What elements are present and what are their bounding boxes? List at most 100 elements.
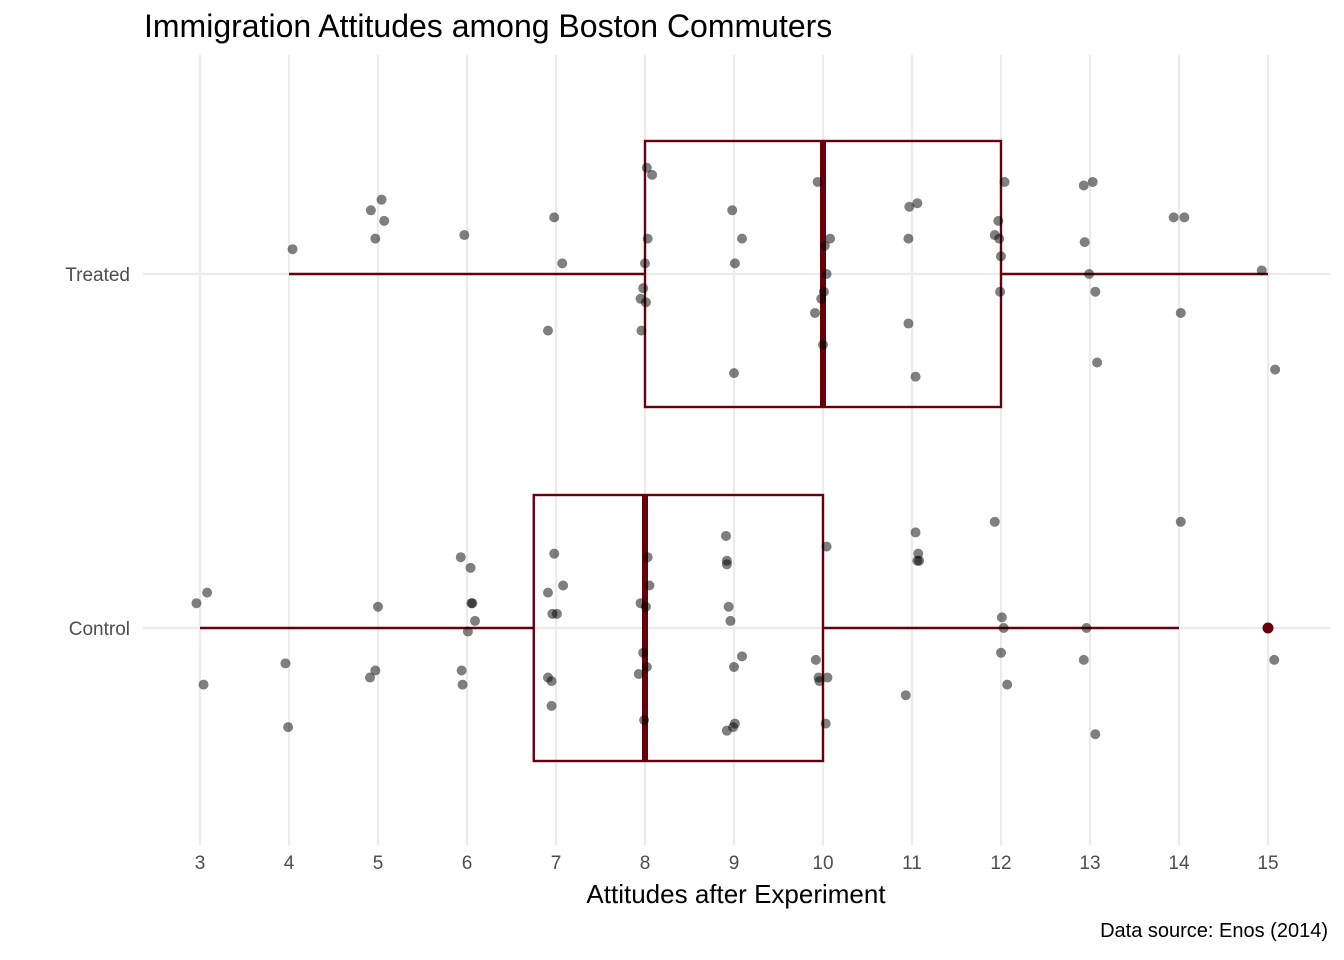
data-point (373, 601, 383, 612)
data-point (904, 201, 915, 212)
data-point (1256, 265, 1267, 276)
data-point (725, 615, 736, 626)
data-point (641, 661, 652, 672)
x-tick-label: 4 (284, 853, 295, 874)
data-point (1079, 237, 1090, 248)
data-point (551, 608, 562, 619)
data-point (644, 580, 655, 591)
x-tick-label: 13 (1079, 853, 1100, 874)
data-point (721, 559, 732, 570)
data-point (202, 587, 213, 598)
data-point (459, 230, 470, 241)
data-point (1092, 357, 1103, 368)
data-point (557, 258, 568, 269)
data-point (640, 258, 650, 269)
jitter-points (191, 162, 1281, 740)
data-point (1087, 176, 1098, 187)
data-point (198, 679, 209, 690)
data-point (640, 297, 651, 308)
data-point (818, 339, 828, 350)
x-tick-label: 9 (729, 853, 740, 874)
data-point (1078, 180, 1089, 191)
x-tick-label: 6 (462, 853, 473, 874)
box-iqr (532, 493, 825, 763)
data-point (542, 587, 553, 598)
y-tick-label: Treated (65, 265, 130, 286)
data-point (640, 601, 651, 612)
data-point (822, 672, 833, 683)
data-point (636, 325, 647, 336)
data-point (379, 215, 390, 226)
data-point (641, 162, 652, 173)
data-point (457, 679, 468, 690)
data-point (549, 212, 560, 223)
data-point (912, 198, 923, 209)
x-tick-label: 5 (373, 853, 384, 874)
data-point (998, 623, 1009, 633)
data-point (546, 676, 557, 687)
x-axis-ticks: 3 4 5 6 7 8 9 10 11 12 13 14 15 (195, 853, 1279, 874)
data-point (365, 205, 376, 216)
data-point (1090, 286, 1101, 297)
data-point (549, 548, 560, 559)
x-tick-label: 10 (812, 853, 833, 874)
data-point (287, 244, 298, 255)
data-point (903, 318, 914, 329)
data-point (996, 251, 1006, 262)
data-point (995, 286, 1006, 297)
data-point (1175, 516, 1186, 527)
x-tick-label: 8 (640, 853, 651, 874)
data-point (280, 658, 291, 669)
data-point (465, 562, 476, 573)
data-point (996, 612, 1007, 623)
data-point (456, 665, 467, 676)
data-point (1168, 212, 1179, 223)
data-point (546, 700, 557, 711)
x-tick-label: 7 (551, 853, 562, 874)
data-point (809, 307, 820, 318)
data-point (370, 665, 381, 676)
data-point (910, 371, 921, 382)
data-point (191, 598, 202, 609)
data-point (993, 215, 1004, 226)
y-axis-ticks: Control Treated (65, 265, 130, 640)
data-point (810, 654, 821, 665)
data-point (1002, 679, 1013, 690)
data-point (994, 233, 1005, 244)
x-tick-label: 12 (990, 853, 1011, 874)
data-point (1270, 364, 1281, 375)
data-point (900, 690, 911, 701)
x-tick-label: 3 (195, 853, 206, 874)
y-tick-label: Control (69, 619, 130, 640)
data-point (470, 615, 481, 626)
data-point (1175, 307, 1186, 318)
data-point (729, 661, 739, 672)
data-point (903, 233, 914, 244)
data-point (283, 722, 294, 733)
data-point (1078, 654, 1089, 665)
data-point (996, 647, 1006, 658)
data-point (1179, 212, 1190, 223)
data-point (647, 169, 658, 180)
data-point (455, 552, 466, 563)
data-point (1081, 623, 1092, 633)
data-point (639, 715, 650, 726)
data-point (723, 601, 734, 612)
data-point (914, 555, 925, 566)
data-point (1084, 269, 1095, 279)
data-point (638, 647, 649, 658)
data-point (989, 516, 1000, 527)
data-point (737, 651, 748, 662)
data-point (818, 286, 829, 297)
chart-title: Immigration Attitudes among Boston Commu… (144, 8, 833, 44)
data-point (542, 325, 553, 336)
data-point (638, 283, 649, 294)
data-point (467, 598, 478, 609)
data-point (376, 194, 387, 205)
x-tick-label: 15 (1257, 853, 1278, 874)
data-point (558, 580, 569, 591)
data-point (729, 368, 739, 379)
x-tick-label: 11 (902, 853, 922, 874)
data-point (1269, 654, 1280, 665)
